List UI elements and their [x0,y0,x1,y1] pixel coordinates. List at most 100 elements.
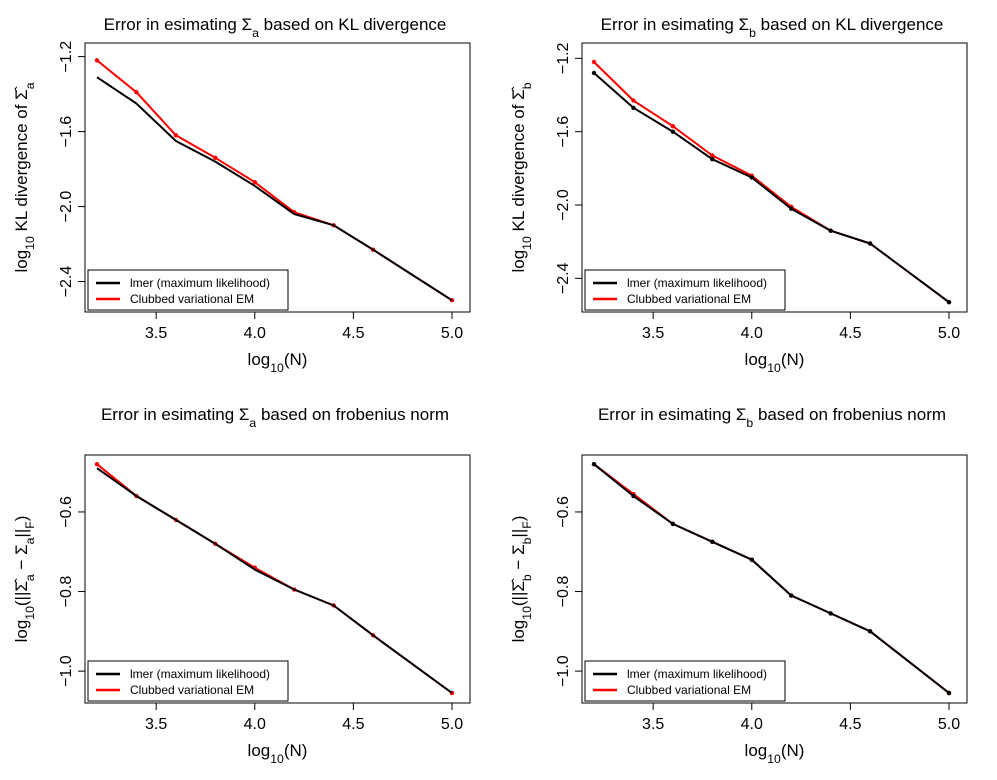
y-tick-label: −0.8 [555,576,572,608]
legend-label: lmer (maximum likelihood) [130,276,270,290]
x-tick-label: 4.5 [342,716,364,733]
x-axis-label: log10(N) [745,350,805,375]
data-point-lmer [749,557,754,562]
x-tick-label: 4.0 [741,325,763,342]
chart-panel-1: Error in esimating Σa based on KL diverg… [12,15,471,375]
y-tick-label: −2.4 [555,262,572,294]
plot-frame [84,454,471,704]
series-line-lmer [96,76,453,302]
x-tick-label: 4.0 [244,325,266,342]
data-point-lmer [591,70,597,76]
plot-frame [581,454,968,704]
y-tick-label: −2.0 [58,191,75,223]
x-tick-label: 3.5 [642,325,664,342]
legend-box [87,660,289,702]
x-axis-label: log10(N) [248,350,308,375]
legend-label: lmer (maximum likelihood) [130,667,270,681]
y-tick-label: −1.6 [58,116,75,148]
data-point-clubbed-vem [94,58,100,63]
y-tick-label: −0.6 [58,496,75,528]
x-axis-label: log10(N) [745,741,805,766]
legend-box [584,269,786,311]
data-point-lmer [789,206,794,211]
y-tick-label: −1.0 [58,655,75,687]
data-point-lmer [591,461,597,467]
data-point-lmer [789,593,794,598]
x-tick-label: 5.0 [441,325,463,342]
legend-box [584,660,786,702]
y-tick-label: −1.0 [555,655,572,687]
y-tick-label: −2.0 [555,189,572,221]
x-tick-label: 4.5 [839,325,861,342]
legend-label: Clubbed variational EM [627,292,751,306]
data-point-lmer [710,539,715,544]
data-point-lmer [867,629,873,634]
data-point-lmer [867,241,873,246]
series-line-lmer [96,467,453,694]
legend: lmer (maximum likelihood) Clubbed variati… [87,660,289,702]
x-tick-label: 4.5 [342,325,364,342]
data-point-lmer [946,299,952,305]
legend-label: lmer (maximum likelihood) [627,667,767,681]
x-tick-label: 5.0 [441,716,463,733]
x-tick-label: 4.0 [244,716,266,733]
y-axis-label: log10 KL divergence of Σ̂a [12,82,37,272]
chart-panel-2: Error in esimating Σb based on KL diverg… [509,15,968,375]
chart-title: Error in esimating Σb based on frobenius… [598,405,946,430]
data-point-lmer [946,690,952,696]
y-tick-label: −1.2 [555,42,572,74]
legend-label: Clubbed variational EM [627,683,751,697]
data-point-lmer [670,521,676,527]
y-axis-label: log10(||Σ̂b − Σb||F) [509,516,534,643]
data-point-lmer [828,228,833,233]
chart-panel-4: Error in esimating Σb based on frobenius… [509,405,968,766]
x-tick-label: 4.5 [839,716,861,733]
data-point-lmer [710,156,715,162]
data-point-clubbed-vem [252,179,257,185]
y-axis-label: log10 KL divergence of Σ̂b [509,82,534,272]
legend-label: Clubbed variational EM [130,292,254,306]
y-tick-label: −0.8 [58,576,75,608]
data-point-clubbed-vem [591,59,597,65]
series-line-clubbed-vem [96,59,453,302]
x-tick-label: 4.0 [741,716,763,733]
series-line-clubbed-vem [593,61,950,304]
x-tick-label: 5.0 [938,716,960,733]
y-tick-label: −2.4 [58,266,75,298]
series-line-lmer [593,463,950,694]
legend: lmer (maximum likelihood) Clubbed variati… [584,269,786,311]
data-point-clubbed-vem [710,153,715,158]
y-tick-label: −1.2 [58,41,75,73]
chart-title: Error in esimating Σb based on KL diverg… [601,15,944,40]
x-tick-label: 3.5 [145,716,167,733]
plot-frame [581,42,968,313]
data-point-clubbed-vem [134,90,139,95]
legend-label: Clubbed variational EM [130,683,254,697]
plot-frame [84,42,471,313]
y-tick-label: −1.6 [555,116,572,148]
x-tick-label: 3.5 [642,716,664,733]
data-point-clubbed-vem [213,155,218,161]
legend: lmer (maximum likelihood) Clubbed variati… [87,269,289,311]
data-point-lmer [670,129,676,134]
chart-title: Error in esimating Σa based on KL diverg… [104,15,447,40]
y-tick-label: −0.6 [555,496,572,528]
x-tick-label: 3.5 [145,325,167,342]
legend: lmer (maximum likelihood) Clubbed variati… [584,660,786,702]
data-point-clubbed-vem [173,133,179,138]
x-tick-label: 5.0 [938,325,960,342]
data-point-lmer [631,105,636,111]
data-point-lmer [749,175,754,180]
data-point-lmer [828,611,833,616]
chart-panel-3: Error in esimating Σa based on frobenius… [12,405,471,766]
chart-title: Error in esimating Σa based on frobenius… [101,405,449,430]
data-point-clubbed-vem [94,461,100,467]
legend-box [87,269,289,311]
data-point-lmer [631,493,636,499]
legend-label: lmer (maximum likelihood) [627,276,767,290]
x-axis-label: log10(N) [248,741,308,766]
data-point-clubbed-vem [631,98,636,103]
y-axis-label: log10(||Σ̂a − Σa||F) [12,516,37,643]
series-line-lmer [593,72,950,304]
